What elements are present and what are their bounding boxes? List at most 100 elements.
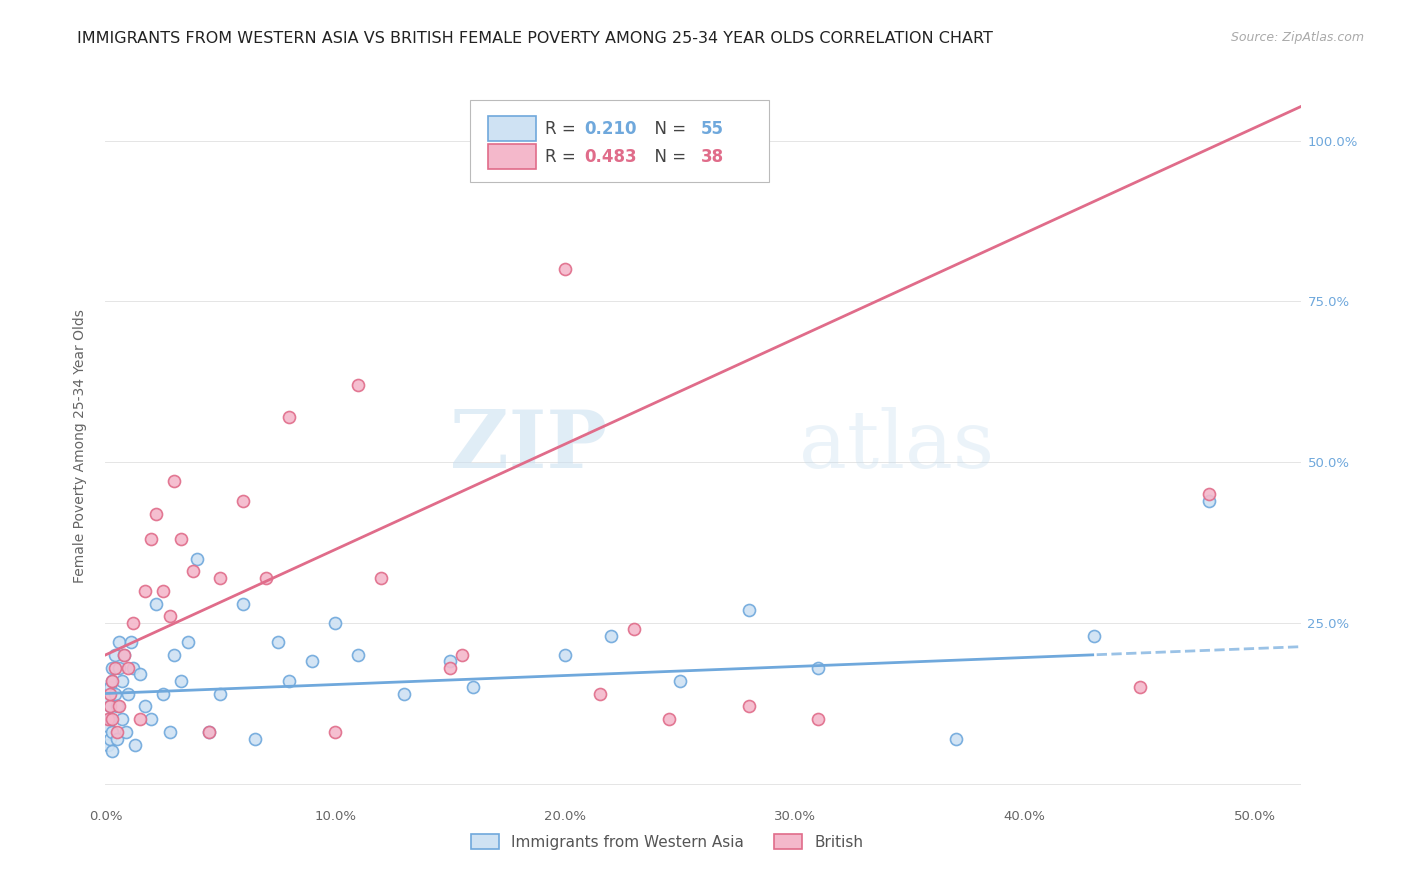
Point — [807, 661, 830, 675]
Point — [278, 673, 301, 688]
Point — [450, 648, 472, 662]
Point — [105, 699, 128, 714]
Point — [439, 654, 461, 668]
Point — [1129, 680, 1152, 694]
Point — [1083, 629, 1105, 643]
Point — [209, 571, 232, 585]
Point — [104, 686, 127, 700]
Point — [117, 686, 139, 700]
FancyBboxPatch shape — [488, 116, 536, 141]
Point — [145, 507, 167, 521]
Point — [101, 725, 124, 739]
Point — [370, 571, 392, 585]
Text: R =: R = — [546, 148, 581, 166]
Point — [152, 686, 174, 700]
Point — [98, 699, 121, 714]
Point — [554, 648, 576, 662]
Point — [232, 493, 254, 508]
Legend: Immigrants from Western Asia, British: Immigrants from Western Asia, British — [465, 828, 869, 855]
Point — [101, 673, 124, 688]
Point — [588, 686, 610, 700]
Point — [198, 725, 221, 739]
Point — [254, 571, 277, 585]
Point — [101, 661, 124, 675]
Point — [738, 699, 761, 714]
Point — [97, 712, 120, 726]
Point — [177, 635, 200, 649]
Point — [439, 661, 461, 675]
Point — [98, 686, 121, 700]
Point — [145, 597, 167, 611]
Point — [101, 712, 124, 726]
Point — [1198, 487, 1220, 501]
Point — [122, 661, 145, 675]
Point — [97, 693, 120, 707]
Text: IMMIGRANTS FROM WESTERN ASIA VS BRITISH FEMALE POVERTY AMONG 25-34 YEAR OLDS COR: IMMIGRANTS FROM WESTERN ASIA VS BRITISH … — [77, 31, 993, 46]
Point — [105, 725, 128, 739]
Point — [108, 699, 131, 714]
Text: 0.210: 0.210 — [585, 120, 637, 137]
Text: R =: R = — [546, 120, 581, 137]
Point — [152, 583, 174, 598]
Point — [186, 551, 208, 566]
Point — [101, 673, 124, 688]
Point — [120, 635, 142, 649]
Point — [278, 410, 301, 425]
FancyBboxPatch shape — [470, 100, 769, 182]
Point — [104, 661, 127, 675]
Point — [463, 680, 485, 694]
Point — [170, 533, 193, 547]
Point — [323, 725, 346, 739]
Point — [392, 686, 416, 700]
Point — [98, 680, 121, 694]
Point — [163, 648, 186, 662]
Point — [301, 654, 323, 668]
Point — [347, 648, 370, 662]
FancyBboxPatch shape — [488, 145, 536, 169]
Point — [243, 731, 266, 746]
Text: 38: 38 — [700, 148, 724, 166]
Point — [108, 635, 131, 649]
Point — [97, 738, 120, 752]
Point — [1198, 493, 1220, 508]
Point — [98, 712, 121, 726]
Point — [98, 699, 121, 714]
Text: N =: N = — [644, 120, 692, 137]
Point — [232, 597, 254, 611]
Point — [170, 673, 193, 688]
Point — [115, 725, 138, 739]
Y-axis label: Female Poverty Among 25-34 Year Olds: Female Poverty Among 25-34 Year Olds — [73, 309, 87, 583]
Point — [141, 533, 163, 547]
Point — [600, 629, 623, 643]
Point — [323, 615, 346, 630]
Point — [108, 661, 131, 675]
Point — [122, 615, 145, 630]
Point — [110, 673, 132, 688]
Text: Source: ZipAtlas.com: Source: ZipAtlas.com — [1230, 31, 1364, 45]
Point — [129, 667, 152, 681]
Point — [141, 712, 163, 726]
Point — [159, 609, 181, 624]
Text: 0.483: 0.483 — [585, 148, 637, 166]
Point — [807, 712, 830, 726]
Text: 55: 55 — [700, 120, 724, 137]
Point — [347, 378, 370, 392]
Point — [117, 661, 139, 675]
Point — [101, 744, 124, 758]
Point — [159, 725, 181, 739]
Point — [129, 712, 152, 726]
Point — [554, 262, 576, 277]
Point — [104, 648, 127, 662]
Text: N =: N = — [644, 148, 692, 166]
Point — [198, 725, 221, 739]
Point — [124, 738, 146, 752]
Point — [134, 583, 156, 598]
Text: atlas: atlas — [799, 407, 994, 485]
Point — [267, 635, 290, 649]
Point — [623, 622, 645, 636]
Point — [112, 648, 135, 662]
Point — [209, 686, 232, 700]
Point — [181, 565, 204, 579]
Point — [134, 699, 156, 714]
Point — [110, 712, 132, 726]
